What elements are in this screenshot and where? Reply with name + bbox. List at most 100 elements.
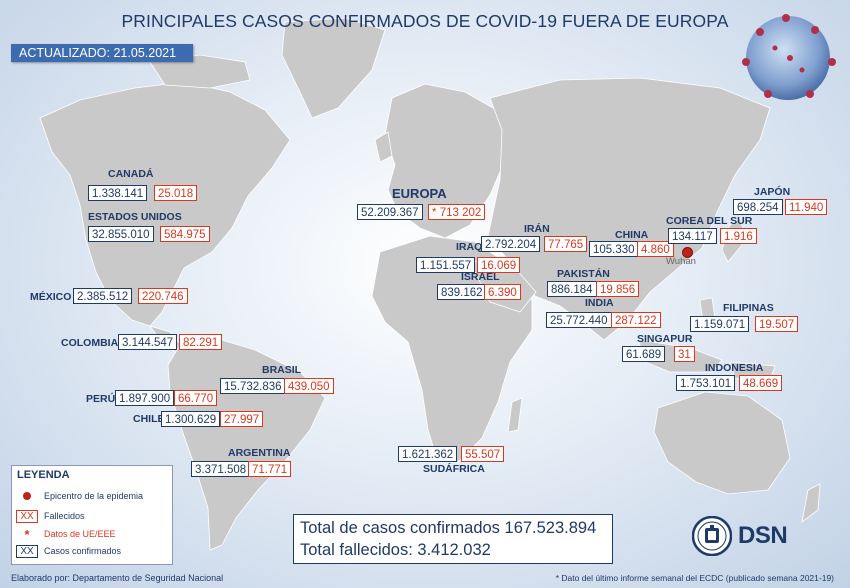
region-iraq-label: IRAQ: [456, 241, 483, 253]
region-indonesia-label: INDONESIA: [705, 362, 764, 374]
legend-panel: LEYENDA Epicentro de la epidemia XX Fall…: [11, 465, 173, 565]
peru-deaths: 66.770: [174, 390, 218, 406]
philippines-cases: 1.159.071: [690, 316, 750, 332]
south-korea-cases: 134.117: [668, 228, 717, 244]
china-cases: 105.330: [589, 241, 639, 257]
south-korea-deaths: 1.916: [720, 228, 757, 244]
israel-deaths: 6.390: [484, 284, 521, 300]
europa-deaths: * 713 202: [428, 204, 486, 220]
footer-credit: Elaborado por: Departamento de Seguridad…: [11, 573, 224, 583]
iran-deaths: 77.765: [544, 236, 588, 252]
region-israel-label: ISRAEL: [461, 271, 500, 283]
footer-note: * Dato del último informe semanal del EC…: [555, 573, 834, 583]
region-south-africa-label: SUDÁFRICA: [423, 463, 485, 475]
region-brasil-label: BRASIL: [262, 364, 302, 376]
total-cases: Total de casos confirmados 167.523.894: [300, 519, 597, 537]
region-peru-label: PERÚ: [86, 393, 116, 405]
legend-row-epicenter: Epicentro de la epidemia: [16, 488, 143, 504]
region-japan-label: JAPÓN: [754, 186, 791, 198]
usa-deaths: 584.975: [160, 226, 210, 242]
china-deaths: 4.860: [637, 241, 674, 257]
updated-date: 21.05.2021: [113, 46, 177, 60]
chile-deaths: 27.997: [220, 411, 264, 427]
updated-banner: ACTUALIZADO: 21.05.2021: [11, 44, 193, 62]
philippines-deaths: 19.507: [755, 316, 799, 332]
region-iran-label: IRÁN: [524, 223, 550, 235]
iraq-cases: 1.151.557: [416, 257, 476, 273]
india-cases: 25.772.440: [546, 312, 612, 328]
region-philippines-label: FILIPINAS: [723, 302, 774, 314]
region-europa-label: EUROPA: [392, 186, 447, 201]
region-pakistan-label: PAKISTÁN: [557, 268, 610, 280]
uk-shape: [374, 131, 393, 163]
canada-cases: 1.338.141: [88, 185, 148, 201]
region-argentina-label: ARGENTINA: [228, 447, 291, 459]
singapore-deaths: 31: [674, 346, 695, 362]
europe-shape: [384, 83, 506, 239]
legend-row-eu: * Datos de UE/EEE: [16, 526, 116, 542]
pakistan-deaths: 19.856: [596, 281, 640, 297]
europa-deaths-value: 713 202: [439, 207, 482, 219]
legend-eu-text: Datos de UE/EEE: [44, 529, 116, 539]
legend-eu-symbol: *: [24, 526, 30, 542]
map-title: PRINCIPALES CASOS CONFIRMADOS DE COVID-1…: [121, 11, 729, 31]
indonesia-deaths: 48.669: [739, 375, 783, 391]
legend-row-deaths: XX Fallecidos: [16, 508, 85, 524]
legend-epicenter-symbol: [16, 490, 38, 503]
legend-deaths-symbol: XX: [16, 509, 38, 523]
region-china-label: CHINA: [615, 229, 649, 241]
colombia-cases: 3.144.547: [118, 334, 178, 350]
japan-cases: 698.254: [733, 199, 783, 215]
peru-cases: 1.897.900: [115, 390, 175, 406]
new-zealand-shape: [801, 483, 821, 523]
pakistan-cases: 886.184: [547, 281, 597, 297]
iraq-deaths: 16.069: [477, 257, 521, 273]
updated-label: ACTUALIZADO:: [19, 46, 110, 60]
brasil-cases: 15.732.836: [220, 378, 286, 394]
madagascar-shape: [507, 397, 523, 433]
brasil-deaths: 439.050: [284, 378, 334, 394]
legend-title: LEYENDA: [17, 469, 70, 481]
europa-cases: 52.209.367: [357, 204, 423, 220]
mexico-cases: 2.385.512: [73, 288, 133, 304]
colombia-deaths: 82.291: [179, 334, 223, 350]
region-south-korea-label: COREA DEL SUR: [666, 215, 753, 227]
legend-cases-text: Casos confirmados: [44, 546, 122, 556]
argentina-cases: 3.371.508: [191, 461, 251, 477]
region-singapore-label: SINGAPUR: [637, 333, 693, 345]
totals-panel: Total de casos confirmados 167.523.894 T…: [293, 514, 613, 564]
legend-row-cases: XX Casos confirmados: [16, 543, 121, 559]
chile-cases: 1.300.629: [161, 411, 221, 427]
greenland-shape: [281, 17, 386, 119]
legend-deaths-text: Fallecidos: [44, 511, 85, 521]
argentina-deaths: 71.771: [248, 461, 292, 477]
region-chile-label: CHILE: [133, 413, 165, 425]
israel-cases: 839.162: [437, 284, 487, 300]
region-mexico-label: MÉXICO: [30, 291, 72, 303]
india-deaths: 287.122: [611, 312, 661, 328]
region-colombia-label: COLOMBIA: [61, 337, 119, 349]
legend-cases-symbol: XX: [16, 544, 38, 558]
usa-cases: 32.855.010: [88, 226, 154, 242]
legend-epicenter-text: Epicentro de la epidemia: [44, 491, 144, 501]
japan-deaths: 11.940: [785, 199, 828, 215]
singapore-cases: 61.689: [622, 346, 666, 362]
wuhan-label: Wuhan: [666, 256, 696, 267]
indonesia-cases: 1.753.101: [676, 375, 736, 391]
dsn-logo: DSN: [692, 516, 788, 556]
dsn-seal-icon: [692, 516, 732, 556]
iran-cases: 2.792.204: [481, 236, 541, 252]
north-america-shape: [39, 81, 291, 327]
south-africa-cases: 1.621.362: [398, 446, 458, 462]
region-usa-label: ESTADOS UNIDOS: [88, 211, 182, 223]
region-india-label: INDIA: [585, 297, 614, 309]
arctic-islands-shape: [149, 54, 251, 89]
south-africa-deaths: 55.507: [461, 446, 505, 462]
virus-icon: [742, 14, 836, 100]
canada-deaths: 25.018: [154, 185, 198, 201]
region-canada-label: CANADÁ: [108, 168, 154, 180]
australia-shape: [653, 391, 791, 495]
europa-eu-marker: *: [432, 207, 437, 219]
dsn-logo-text: DSN: [738, 522, 788, 549]
